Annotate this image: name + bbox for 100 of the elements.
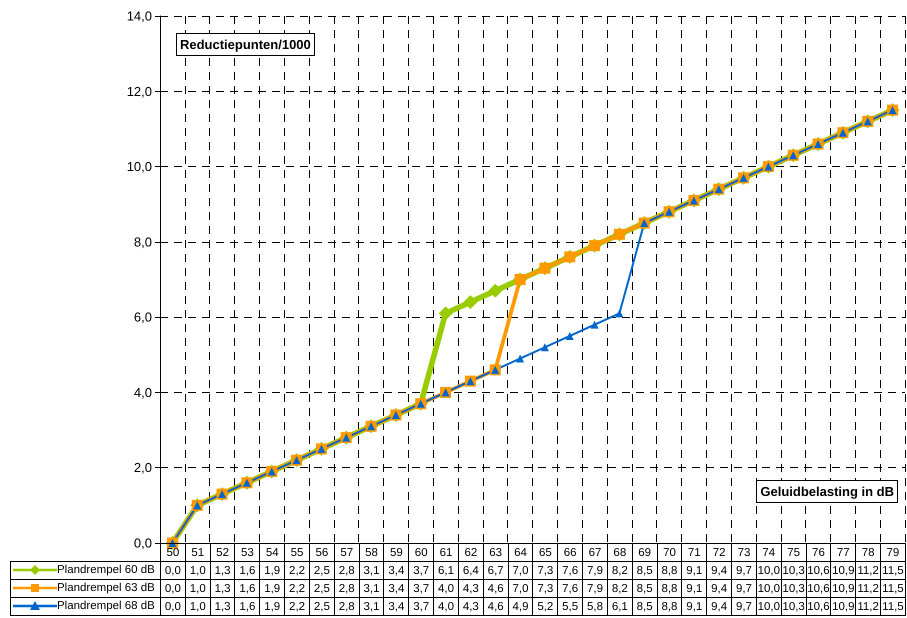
- data-label: 1,6: [234, 562, 260, 580]
- data-label: 3,4: [384, 562, 409, 580]
- data-label: 3,1: [359, 598, 384, 616]
- data-label: 2,5: [309, 580, 334, 598]
- data-label: 10,0: [756, 562, 782, 580]
- x-tick-label: 59: [384, 544, 409, 562]
- data-label: 1,3: [210, 580, 235, 598]
- y-axis-title: Reductiepunten/1000: [176, 33, 315, 56]
- x-tick-label: 64: [508, 544, 533, 562]
- x-tick-label: 52: [210, 544, 235, 562]
- data-label: 0,0: [160, 562, 186, 580]
- x-tick-label: 55: [284, 544, 310, 562]
- data-label: 7,3: [532, 562, 558, 580]
- point: [590, 320, 599, 329]
- data-label: 10,0: [756, 598, 782, 616]
- x-tick-label: 76: [806, 544, 831, 562]
- x-tick-label: 61: [434, 544, 458, 562]
- data-label: 9,1: [682, 580, 707, 598]
- x-tick-label: 70: [657, 544, 682, 562]
- data-label: 2,2: [284, 562, 310, 580]
- y-tick-label: 8,0: [134, 234, 152, 250]
- data-label: 2,2: [284, 580, 310, 598]
- data-label: 9,7: [732, 598, 756, 616]
- data-label: 7,0: [508, 580, 533, 598]
- data-label: 9,1: [682, 598, 707, 616]
- y-tick-label: 12,0: [126, 84, 152, 99]
- data-label: 8,8: [657, 598, 682, 616]
- data-label: 10,6: [806, 562, 831, 580]
- data-label: 10,3: [781, 598, 806, 616]
- data-label: 1,6: [234, 598, 260, 616]
- data-label: 6,1: [434, 562, 458, 580]
- point: [438, 306, 453, 320]
- data-label: 5,5: [558, 598, 583, 616]
- data-label: 1,0: [185, 598, 210, 616]
- x-tick-label: 63: [483, 544, 508, 562]
- data-label: 4,3: [458, 580, 484, 598]
- point: [516, 354, 524, 363]
- data-label: 4,9: [508, 598, 533, 616]
- data-label: 7,6: [558, 562, 583, 580]
- data-label: 5,2: [532, 598, 558, 616]
- x-tick-label: 53: [234, 544, 260, 562]
- data-label: 10,6: [806, 580, 831, 598]
- y-tick-label: 14,0: [126, 8, 152, 24]
- data-label: 9,7: [732, 562, 756, 580]
- data-label: 7,0: [508, 562, 533, 580]
- x-tick-label: 68: [607, 544, 632, 562]
- y-tick-label: 0,0: [134, 536, 152, 550]
- data-label: 6,7: [483, 562, 508, 580]
- data-label: 1,0: [185, 580, 210, 598]
- data-label: 6,4: [458, 562, 484, 580]
- data-label: 3,1: [359, 562, 384, 580]
- data-label: 1,9: [260, 580, 285, 598]
- data-label: 4,0: [434, 580, 458, 598]
- data-label: 6,1: [607, 598, 632, 616]
- point: [463, 295, 478, 310]
- data-label: 1,3: [210, 598, 235, 616]
- data-label: 8,8: [657, 580, 682, 598]
- data-label: 8,5: [632, 598, 658, 616]
- data-label: 1,3: [210, 562, 235, 580]
- data-label: 1,0: [185, 562, 210, 580]
- data-label: 8,2: [607, 580, 632, 598]
- data-label: 4,3: [458, 598, 484, 616]
- data-label: 3,1: [359, 580, 384, 598]
- data-label: 7,3: [532, 580, 558, 598]
- data-label: 4,6: [483, 580, 508, 598]
- data-label: 9,4: [706, 598, 732, 616]
- data-label: 2,5: [309, 562, 334, 580]
- x-tick-label: 50: [160, 544, 186, 562]
- data-label: 10,3: [781, 562, 806, 580]
- data-label: 8,8: [657, 562, 682, 580]
- point: [540, 343, 549, 352]
- y-tick-label: 10,0: [126, 159, 152, 174]
- data-label: 1,9: [260, 562, 285, 580]
- y-tick-label: 2,0: [134, 460, 152, 476]
- data-label: 11,5: [880, 580, 906, 598]
- x-tick-label: 73: [732, 544, 756, 562]
- data-label: 8,5: [632, 562, 658, 580]
- data-label: 2,8: [334, 562, 360, 580]
- y-tick-label: 6,0: [134, 310, 152, 325]
- x-tick-label: 78: [856, 544, 881, 562]
- x-tick-label: 72: [706, 544, 732, 562]
- data-label: 3,7: [408, 562, 434, 580]
- data-label: 3,7: [408, 598, 434, 616]
- data-label: 10,3: [781, 580, 806, 598]
- data-label: 5,8: [582, 598, 608, 616]
- data-label: 10,9: [830, 562, 856, 580]
- point: [566, 332, 574, 340]
- data-label: 11,2: [856, 580, 881, 598]
- data-label: 8,2: [607, 562, 632, 580]
- legend-label: Plandrempel 63 dB: [10, 580, 160, 598]
- data-label: 10,9: [830, 580, 856, 598]
- x-tick-label: 60: [408, 544, 434, 562]
- data-label: 9,1: [682, 562, 707, 580]
- point: [615, 309, 624, 318]
- x-axis-title: Geluidbelasting in dB: [756, 480, 898, 503]
- point: [488, 284, 502, 298]
- legend-label: Plandrempel 60 dB: [10, 562, 160, 580]
- data-label: 1,6: [234, 580, 260, 598]
- x-tick-label: 66: [558, 544, 583, 562]
- data-label: 1,9: [260, 598, 285, 616]
